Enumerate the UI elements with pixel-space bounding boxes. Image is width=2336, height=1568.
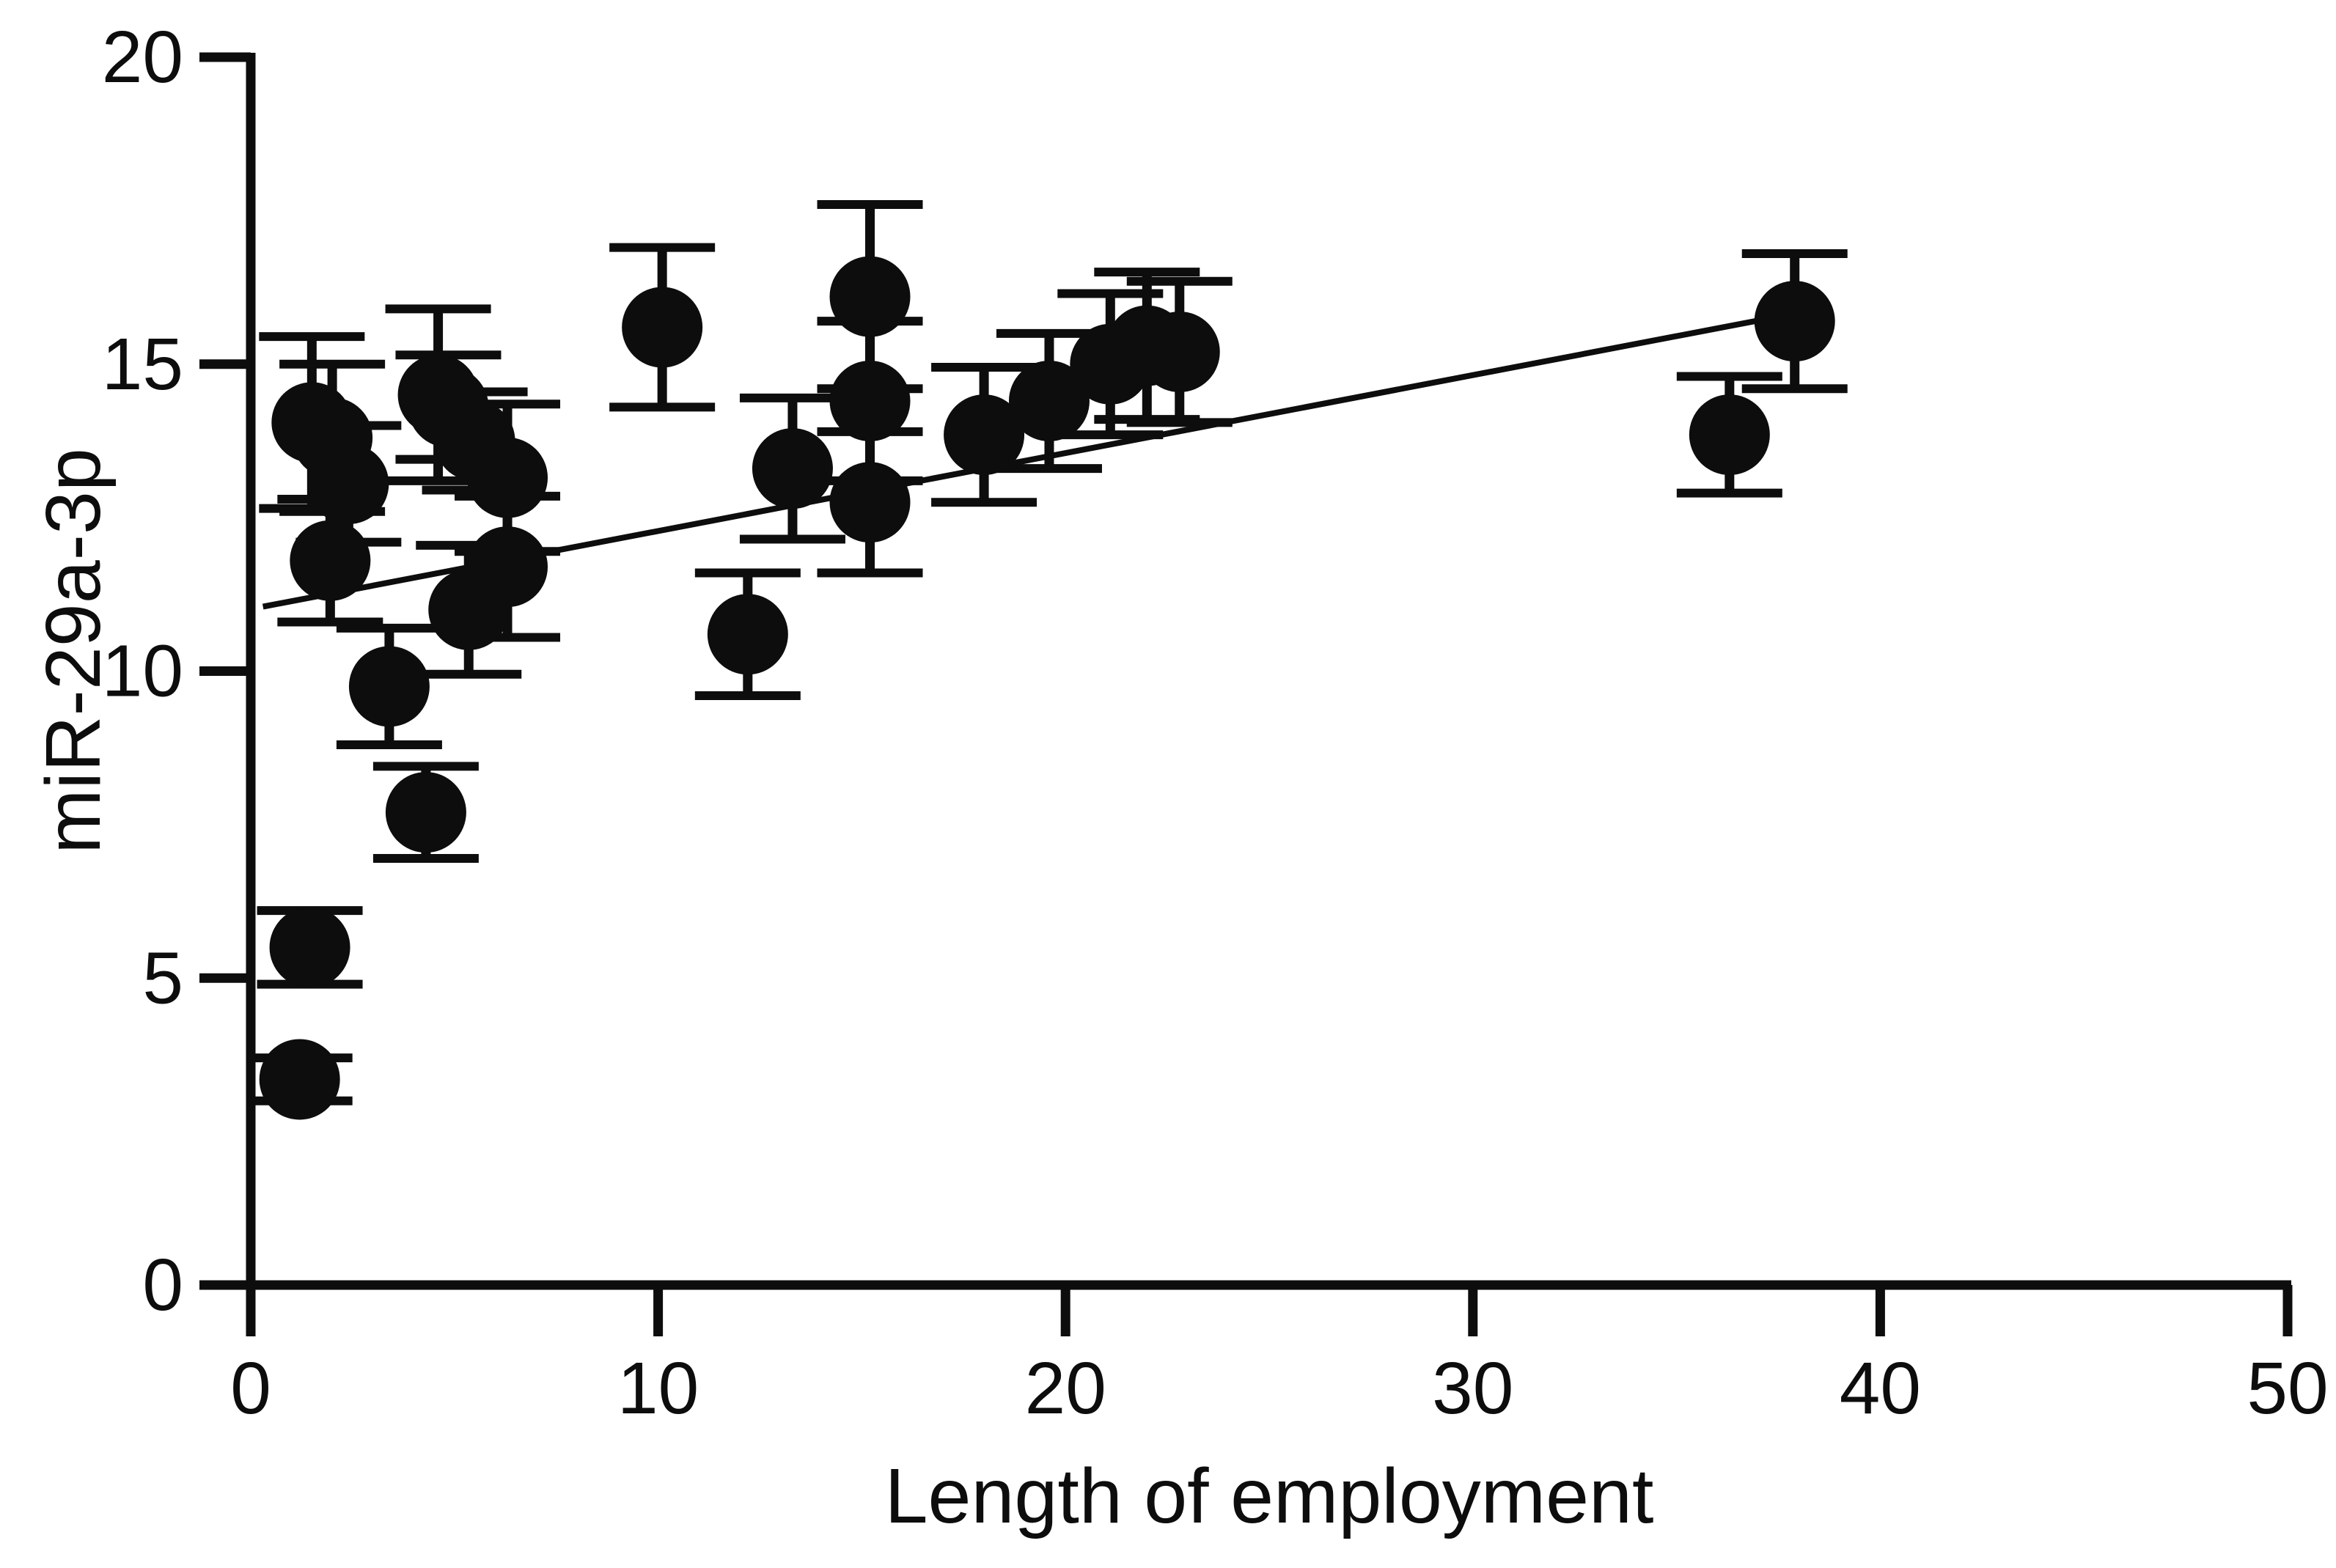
data-point — [467, 437, 548, 518]
data-point — [829, 256, 911, 337]
y-tick-label: 5 — [142, 937, 183, 1019]
data-point — [622, 287, 703, 368]
x-tick-label: 10 — [617, 1347, 699, 1429]
data-point — [944, 394, 1025, 476]
data-point — [348, 646, 430, 727]
data-point — [707, 594, 788, 675]
x-tick-label: 30 — [1432, 1347, 1513, 1429]
x-tick-label: 40 — [1840, 1347, 1921, 1429]
x-axis-title: Length of employment — [884, 1453, 1654, 1539]
data-point — [308, 443, 389, 525]
data-point — [1008, 361, 1090, 441]
y-axis-title: miR-29a-3p — [30, 448, 117, 854]
data-point — [467, 526, 548, 608]
x-tick-label: 20 — [1025, 1347, 1106, 1429]
data-point — [385, 772, 466, 853]
data-point — [290, 520, 371, 601]
data-point — [829, 462, 911, 543]
x-tick-label: 0 — [230, 1347, 271, 1429]
x-tick-label: 50 — [2247, 1347, 2328, 1429]
y-tick-label: 0 — [142, 1244, 183, 1326]
data-point — [829, 361, 911, 441]
y-tick-label: 20 — [102, 16, 183, 98]
y-tick-label: 15 — [102, 323, 183, 405]
data-point — [1689, 394, 1770, 476]
y-tick-label: 10 — [102, 630, 183, 713]
data-point — [1139, 312, 1220, 392]
data-point — [1754, 281, 1835, 362]
data-point — [259, 1039, 340, 1120]
data-point — [269, 907, 350, 988]
data-point — [752, 428, 833, 509]
